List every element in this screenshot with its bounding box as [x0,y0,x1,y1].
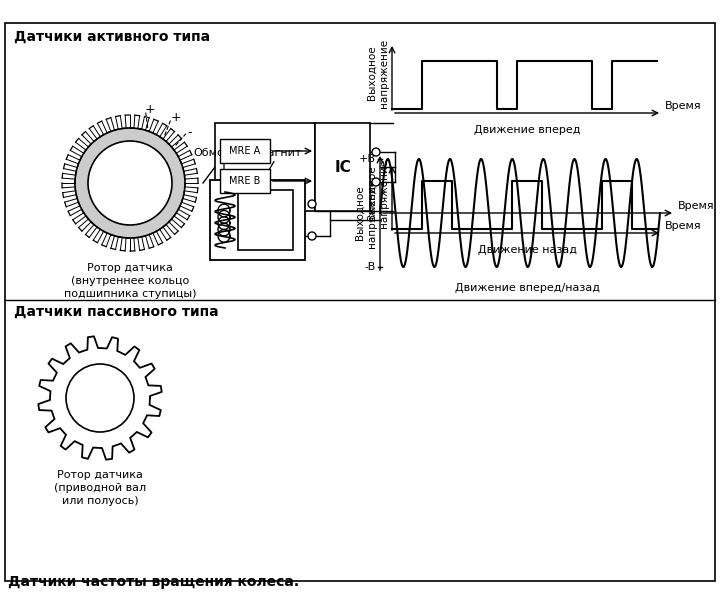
Polygon shape [38,336,162,459]
Circle shape [308,232,316,240]
Text: Выходное
напряжение: Выходное напряжение [367,39,389,107]
Circle shape [372,148,380,156]
Text: Движение назад: Движение назад [477,245,576,255]
Circle shape [372,178,380,186]
Bar [220,139,270,163]
Circle shape [66,364,134,432]
Text: Движение вперед: Движение вперед [474,125,580,135]
Text: Ротор датчика
(приводной вал
или полуось): Ротор датчика (приводной вал или полуось… [54,470,146,507]
Circle shape [308,200,316,208]
Text: Датчики активного типа: Датчики активного типа [14,30,210,44]
Text: Время: Время [665,101,702,111]
Text: Выходное
напряжение: Выходное напряжение [367,159,389,227]
Text: MRE B: MRE B [230,176,261,186]
Bar [220,169,270,193]
Bar [238,190,293,250]
Text: Время: Время [665,221,702,231]
Bar [215,123,315,211]
Text: Ротор датчика
(внутреннее кольцо
подшипника ступицы): Ротор датчика (внутреннее кольцо подшипн… [64,263,196,300]
Bar [210,180,305,260]
Text: Датчики частоты вращения колеса.: Датчики частоты вращения колеса. [8,575,299,589]
Text: +B: +B [359,154,376,164]
Text: IC: IC [334,160,351,174]
Text: +: + [170,111,181,124]
Text: -B: -B [365,262,376,272]
Text: Датчики пассивного типа: Датчики пассивного типа [14,305,219,319]
Text: -: - [188,127,192,139]
Text: Выходное
напряжение: Выходное напряжение [355,178,377,248]
Text: Движение вперед/назад: Движение вперед/назад [455,283,600,293]
Text: Обмотка: Обмотка [193,148,245,158]
Text: +: + [144,103,155,116]
Bar [315,123,370,211]
Text: Магнит: Магнит [258,148,303,158]
Text: Время: Время [678,201,715,211]
Circle shape [88,141,172,225]
Text: MRE A: MRE A [230,146,261,156]
